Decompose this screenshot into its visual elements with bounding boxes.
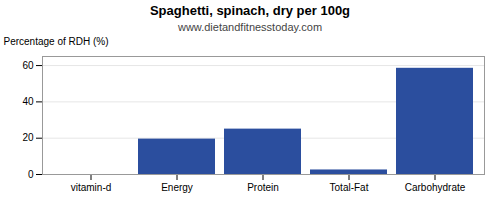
svg-text:Percentage of RDH (%): Percentage of RDH (%) [4,36,109,47]
svg-text:60: 60 [22,60,34,71]
svg-text:vitamin-d: vitamin-d [71,182,112,193]
html-text:www.dietandfitnesstoday.com: www.dietandfitnesstoday.com [178,21,322,33]
svg-text:0: 0 [28,169,34,180]
svg-text:Protein: Protein [247,182,279,193]
svg-text:Energy: Energy [161,182,193,193]
svg-text:Carbohydrate: Carbohydrate [405,182,466,193]
html-text:Spaghetti, spinach, dry per 10: Spaghetti, spinach, dry per 100g [149,3,351,18]
svg-text:40: 40 [22,96,34,107]
svg-text:20: 20 [22,132,34,143]
svg-text:Total-Fat: Total-Fat [330,182,369,193]
